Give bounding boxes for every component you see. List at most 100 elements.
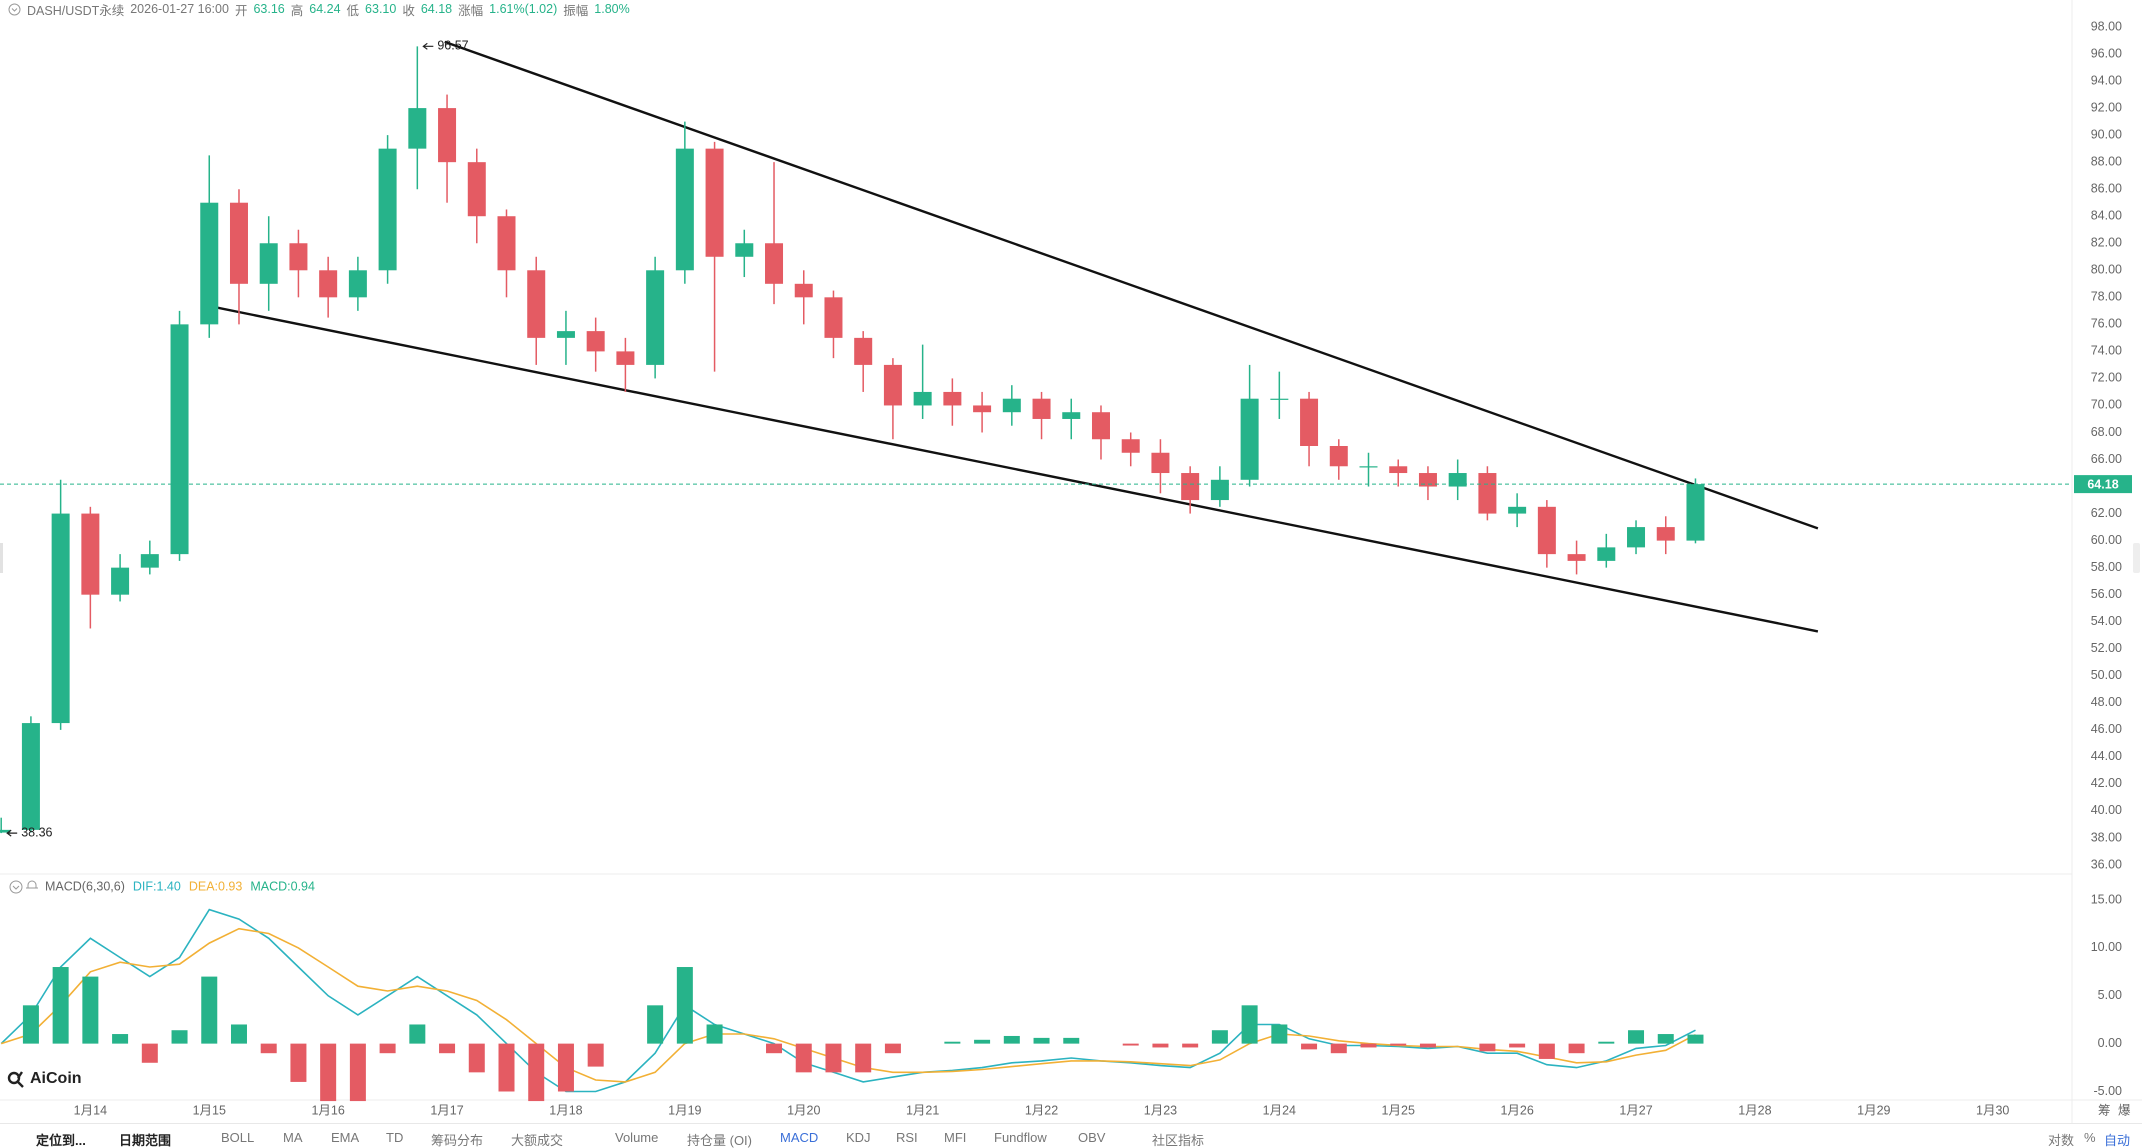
toolbar-item[interactable]: KDJ <box>846 1130 871 1145</box>
toolbar-item[interactable]: OBV <box>1078 1130 1106 1145</box>
watermark: AiCoin <box>30 1070 82 1087</box>
macd-bar <box>171 1030 188 1044</box>
side-tab[interactable]: 筹 <box>2098 1102 2111 1117</box>
macd-bar <box>676 967 693 1044</box>
macd-bar <box>766 1043 783 1054</box>
y-tick-label: 60.00 <box>2091 533 2122 547</box>
macd-bar <box>1390 1043 1407 1046</box>
x-tick-label: 1月23 <box>1144 1103 1177 1117</box>
y-tick-label: 70.00 <box>2091 398 2122 412</box>
candle-body <box>1062 412 1081 419</box>
candle-body <box>794 283 813 298</box>
toolbar-item[interactable]: 筹码分布 <box>431 1133 484 1148</box>
annotation-arrow <box>6 829 18 837</box>
macd-bar <box>1568 1043 1585 1054</box>
toolbar-item[interactable]: EMA <box>331 1130 360 1145</box>
side-handle[interactable] <box>2133 543 2140 573</box>
y-tick-label: 86.00 <box>2091 181 2122 195</box>
field-value: 63.10 <box>365 2 397 16</box>
collapse-icon[interactable] <box>9 880 23 894</box>
legend-entry: MACD:0.94 <box>250 879 315 893</box>
toolbar-item[interactable]: Volume <box>615 1130 659 1145</box>
macd-bar <box>1538 1043 1555 1059</box>
y-tick-label: 40.00 <box>2091 803 2122 817</box>
candle-body <box>1418 473 1437 487</box>
toolbar-item[interactable]: 定位到... <box>36 1133 86 1148</box>
toolbar-item[interactable]: BOLL <box>221 1130 255 1145</box>
y-tick-label: 58.00 <box>2091 560 2122 574</box>
macd-bar <box>1241 1005 1258 1044</box>
y-tick-label: 78.00 <box>2091 290 2122 304</box>
x-tick-label: 1月17 <box>430 1103 463 1117</box>
candle-body <box>1448 473 1467 487</box>
x-tick-label: 1月16 <box>311 1103 344 1117</box>
x-tick-label: 1月18 <box>549 1103 582 1117</box>
x-tick-label: 1月15 <box>193 1103 226 1117</box>
macd-bar <box>1271 1024 1288 1044</box>
annotation-label: 96.57 <box>437 39 468 53</box>
x-tick-label: 1月21 <box>906 1103 939 1117</box>
y-tick-label: 94.00 <box>2091 73 2122 87</box>
candle-body <box>497 216 516 271</box>
toolbar-item[interactable]: MACD <box>780 1130 819 1145</box>
toolbar-item[interactable]: MFI <box>944 1130 967 1145</box>
legend-entry: DIF:1.40 <box>133 879 181 893</box>
toolbar-item[interactable]: MA <box>283 1130 303 1145</box>
macd-bar <box>1598 1041 1615 1044</box>
macd-bar <box>1182 1043 1199 1048</box>
field-value: 63.16 <box>253 2 285 16</box>
field-value: 1.80% <box>594 2 630 16</box>
candle-body <box>854 337 873 365</box>
x-tick-label: 1月20 <box>787 1103 820 1117</box>
field-label: 涨幅 <box>458 3 484 18</box>
toolbar-right-item[interactable]: 自动 <box>2104 1133 2131 1148</box>
y-tick-label: 84.00 <box>2091 209 2122 223</box>
x-tick-label: 1月26 <box>1500 1103 1533 1117</box>
candle-body <box>1478 473 1497 514</box>
toolbar-item[interactable]: RSI <box>896 1130 918 1145</box>
collapse-icon[interactable] <box>8 3 21 16</box>
bell-icon[interactable] <box>26 880 38 889</box>
macd-bar <box>141 1043 158 1063</box>
candle-body <box>170 324 189 555</box>
toolbar-item[interactable]: 持仓量 (OI) <box>687 1133 752 1148</box>
macd-bar <box>1687 1034 1704 1044</box>
field-label: 振幅 <box>563 3 589 18</box>
last-price-label: 64.18 <box>2087 477 2118 491</box>
side-handle[interactable] <box>0 543 3 573</box>
indicator-title: MACD(6,30,6) <box>45 879 125 893</box>
macd-bar <box>825 1043 842 1073</box>
macd-bar <box>260 1043 277 1054</box>
macd-bar <box>974 1039 991 1044</box>
macd-bar <box>379 1043 396 1054</box>
field-label: 高 <box>290 3 304 18</box>
macd-bar <box>944 1041 961 1044</box>
candle-body <box>824 297 843 338</box>
toolbar-item[interactable]: 社区指标 <box>1152 1133 1205 1148</box>
toolbar-right-item[interactable]: 对数 <box>2048 1133 2075 1148</box>
toolbar-item[interactable]: Fundflow <box>994 1130 1047 1145</box>
candle-body <box>1300 398 1319 446</box>
y-tick-label: 48.00 <box>2091 695 2122 709</box>
toolbar-item[interactable]: 日期范围 <box>119 1133 172 1148</box>
macd-bar <box>22 1005 39 1044</box>
macd-bar <box>528 1043 545 1102</box>
candle-body <box>1270 398 1289 400</box>
field-value: 64.24 <box>309 2 341 16</box>
macd-bar <box>1330 1043 1347 1054</box>
side-tab[interactable]: 爆 <box>2118 1103 2131 1117</box>
y-tick-label: 10.00 <box>2091 940 2122 954</box>
toolbar-item[interactable]: 大额成交 <box>511 1133 564 1148</box>
toolbar-right-item[interactable]: % <box>2084 1130 2096 1145</box>
candle-body <box>21 723 40 830</box>
macd-bar <box>1152 1043 1169 1048</box>
toolbar-item[interactable]: TD <box>386 1130 404 1145</box>
y-tick-label: 82.00 <box>2091 236 2122 250</box>
candle-body <box>943 391 962 406</box>
candle-body <box>1537 506 1556 555</box>
chart-canvas: AiCoin 筹 爆 36.00 38.00 40.00 42.00 44.00 46.0… <box>0 0 2142 1123</box>
macd-bar <box>587 1043 604 1067</box>
x-tick-label: 1月24 <box>1263 1103 1296 1117</box>
trend-line <box>444 40 1819 530</box>
macd-bar <box>52 967 69 1044</box>
